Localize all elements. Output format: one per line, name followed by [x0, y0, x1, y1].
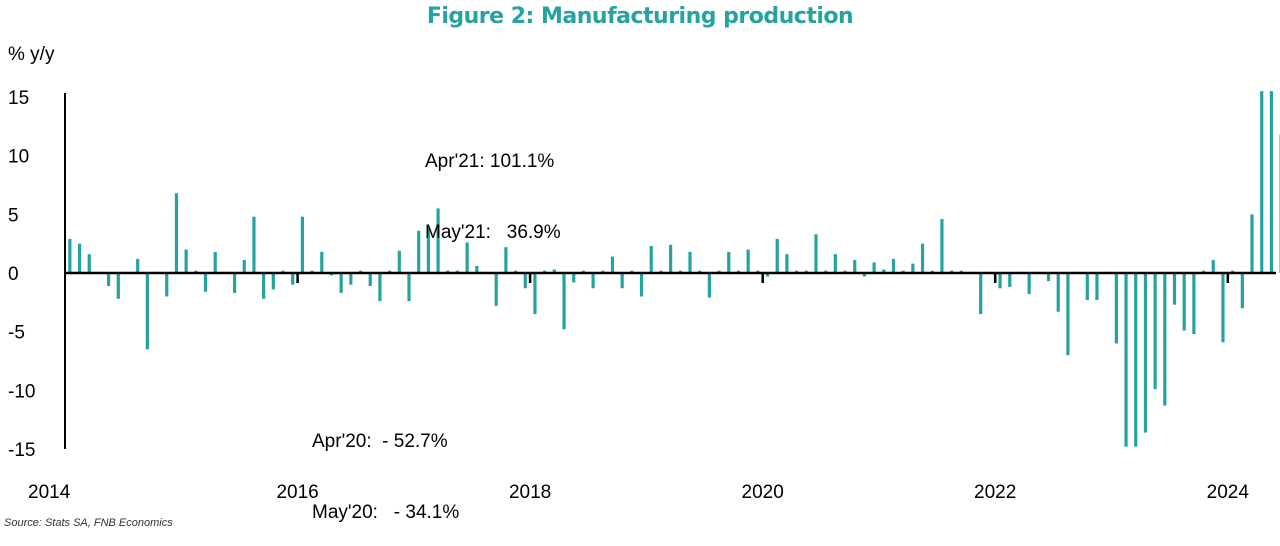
bar-series — [68, 91, 1280, 447]
bar — [1173, 273, 1176, 305]
bar — [979, 273, 982, 314]
bar — [747, 250, 750, 273]
x-tick-label: 2018 — [509, 482, 551, 503]
bar — [621, 273, 624, 288]
bar — [1183, 273, 1186, 330]
bar — [708, 273, 711, 298]
y-tick-label: 15 — [8, 88, 29, 109]
bar — [301, 217, 304, 273]
bar — [688, 252, 691, 273]
bar — [650, 246, 653, 273]
source-note: Source: Stats SA, FNB Economics — [4, 517, 173, 529]
bar — [175, 193, 178, 273]
bar — [68, 239, 71, 273]
bar — [291, 273, 294, 285]
bar — [1008, 273, 1011, 287]
bar — [320, 252, 323, 273]
bar — [814, 234, 817, 273]
y-tick-label: -5 — [8, 323, 25, 344]
bar — [1115, 273, 1118, 343]
bar — [349, 273, 352, 285]
annotation-peak-line-1: Apr'21: 101.1% — [425, 151, 561, 173]
bar — [834, 254, 837, 273]
bar — [592, 273, 595, 288]
bar — [369, 273, 372, 286]
x-tick-label: 2024 — [1207, 482, 1250, 503]
bar — [776, 239, 779, 273]
bar — [88, 254, 91, 273]
bar — [911, 264, 914, 273]
bar — [165, 273, 168, 296]
bar — [340, 273, 343, 293]
bar — [1241, 273, 1244, 308]
bar — [1134, 273, 1137, 447]
bar — [1212, 260, 1215, 273]
x-tick-label: 2020 — [742, 482, 784, 503]
bar — [233, 273, 236, 293]
bar — [78, 244, 81, 273]
bar — [611, 257, 614, 273]
bar — [1144, 273, 1147, 433]
bar — [1270, 91, 1273, 273]
x-tick-label: 2014 — [28, 482, 71, 503]
bar — [272, 273, 275, 289]
bar — [921, 244, 924, 273]
bar — [252, 217, 255, 273]
bar — [727, 252, 730, 273]
bar — [136, 259, 139, 273]
bar — [117, 273, 120, 299]
bar — [1163, 273, 1166, 406]
bar — [1066, 273, 1069, 355]
bar — [1028, 273, 1031, 294]
bar — [1095, 273, 1098, 300]
bar — [669, 245, 672, 273]
bar — [107, 273, 110, 286]
bar — [1192, 273, 1195, 334]
bar — [524, 273, 527, 288]
bar — [1057, 273, 1060, 312]
y-tick-label: 0 — [8, 264, 19, 285]
bar — [214, 252, 217, 273]
y-tick-label: 10 — [8, 147, 29, 168]
bar — [495, 273, 498, 306]
x-tick-label: 2022 — [974, 482, 1016, 503]
bar — [378, 273, 381, 301]
bar — [640, 273, 643, 296]
y-tick-label: 5 — [8, 205, 19, 226]
bar — [243, 260, 246, 273]
y-tick-labels: 15 10 5 0 -5 -10 -15 — [8, 88, 35, 461]
bar — [940, 219, 943, 273]
bar — [998, 273, 1001, 288]
bar — [1250, 214, 1253, 273]
bar — [572, 273, 575, 282]
bar — [185, 250, 188, 273]
bar — [398, 251, 401, 273]
bar — [1154, 273, 1157, 389]
bar — [1221, 273, 1224, 342]
y-tick-label: -15 — [8, 440, 35, 461]
bar — [873, 262, 876, 273]
bar — [785, 254, 788, 273]
bar — [204, 273, 207, 292]
bar — [533, 273, 536, 314]
annotation-trough: Apr'20: - 52.7% May'20: - 34.1% — [312, 387, 459, 546]
annotation-peak-line-2: May'21: 36.9% — [425, 222, 561, 244]
bar — [853, 260, 856, 273]
y-tick-label: -10 — [8, 381, 35, 402]
bar — [1086, 273, 1089, 300]
annotation-trough-line-2: May'20: - 34.1% — [312, 502, 459, 524]
bar — [262, 273, 265, 299]
bar — [1124, 273, 1127, 447]
annotation-peak: Apr'21: 101.1% May'21: 36.9% — [425, 107, 561, 266]
bar — [146, 273, 149, 349]
bar — [417, 231, 420, 273]
bar — [892, 259, 895, 273]
bar — [1260, 91, 1263, 273]
bar — [562, 273, 565, 329]
bar — [407, 273, 410, 301]
annotation-trough-line-1: Apr'20: - 52.7% — [312, 431, 459, 453]
